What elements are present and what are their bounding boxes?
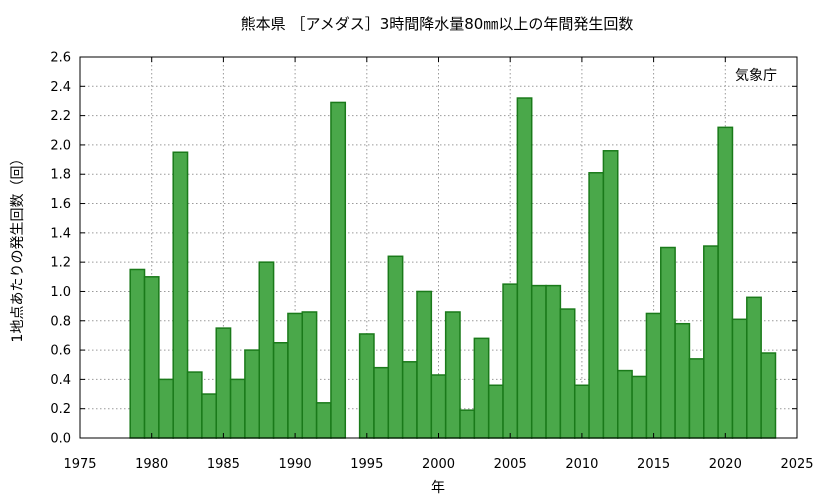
bar-1988	[258, 261, 275, 439]
bar-2006	[516, 97, 533, 439]
bar-1993	[330, 101, 347, 439]
bars	[129, 97, 777, 439]
bar-2007	[530, 284, 547, 439]
y-tick-label: 0.2	[50, 402, 71, 417]
y-tick-label: 1.4	[50, 226, 71, 241]
bar-1989	[272, 342, 289, 439]
bar-2023	[760, 352, 777, 439]
y-tick-label: 2.6	[50, 51, 71, 66]
x-tick-label: 1990	[279, 457, 312, 472]
bar-1982	[172, 151, 189, 439]
bar-1979	[129, 268, 146, 439]
bar-1983	[186, 371, 203, 439]
x-tick-label: 2020	[709, 457, 742, 472]
bar-2011	[588, 172, 605, 439]
y-tick-label: 2.4	[50, 80, 71, 95]
x-tick-label: 1975	[63, 457, 96, 472]
bar-1986	[229, 378, 246, 439]
bar-1995	[358, 333, 375, 439]
bar-2021	[731, 318, 748, 439]
bar-2019	[703, 245, 719, 439]
bar-2012	[602, 150, 619, 439]
y-tick-label: 1.6	[50, 197, 71, 212]
bar-2003	[473, 337, 490, 439]
bar-2009	[559, 308, 576, 439]
x-tick-label: 2010	[565, 457, 598, 472]
y-tick-label: 0.6	[50, 344, 71, 359]
bar-2015	[645, 312, 662, 439]
bar-1987	[244, 349, 261, 439]
x-tick-label: 2015	[637, 457, 670, 472]
bar-2014	[631, 375, 648, 439]
y-tick-label: 1.2	[50, 256, 71, 271]
bar-2004	[487, 384, 504, 439]
x-tick-label: 1985	[207, 457, 240, 472]
bar-1997	[387, 255, 404, 439]
bar-2005	[502, 283, 519, 439]
bar-2008	[545, 284, 562, 439]
bar-2016	[660, 246, 676, 439]
bar-1996	[373, 366, 390, 439]
bar-2018	[688, 358, 705, 439]
x-tick-label: 1980	[135, 457, 168, 472]
axis-ticks: 0.0 0.2 0.4 0.6 0.8 1.0 1.2 1.4 1.6 1.8 2.0 2.2 2.4 2…	[50, 51, 813, 473]
bar-2022	[746, 296, 762, 439]
bar-1981	[158, 378, 174, 439]
bar-2017	[674, 322, 691, 439]
source-label: 気象庁	[735, 68, 777, 84]
y-tick-label: 0.4	[50, 373, 71, 388]
bar-2001	[444, 311, 461, 439]
y-tick-label: 2.2	[50, 109, 71, 124]
x-tick-label: 2005	[494, 457, 527, 472]
x-tick-label: 2025	[780, 457, 813, 472]
x-axis-label: 年	[431, 480, 445, 496]
bar-1985	[215, 327, 232, 439]
chart-title: 熊本県 ［アメダス］3時間降水量80㎜以上の年間発生回数	[241, 15, 634, 33]
bar-2013	[617, 369, 633, 439]
y-tick-label: 2.0	[50, 138, 71, 153]
bar-1999	[416, 290, 433, 439]
bar-1991	[301, 311, 318, 439]
bar-1984	[201, 393, 217, 439]
y-tick-label: 1.8	[50, 168, 71, 183]
bar-1990	[287, 312, 304, 439]
y-tick-label: 0.0	[50, 432, 71, 447]
bar-1980	[143, 276, 160, 439]
bar-1998	[401, 361, 418, 439]
x-tick-label: 1995	[350, 457, 383, 472]
bar-2000	[430, 374, 447, 439]
bar-2010	[573, 384, 590, 439]
bar-2020	[717, 126, 734, 439]
bar-2002	[459, 409, 476, 439]
y-tick-label: 0.8	[50, 314, 71, 329]
y-axis-label: 1地点あたりの発生回数（回）	[10, 152, 26, 343]
y-tick-label: 1.0	[50, 285, 71, 300]
bar-1992	[315, 402, 332, 439]
x-tick-label: 2000	[422, 457, 455, 472]
